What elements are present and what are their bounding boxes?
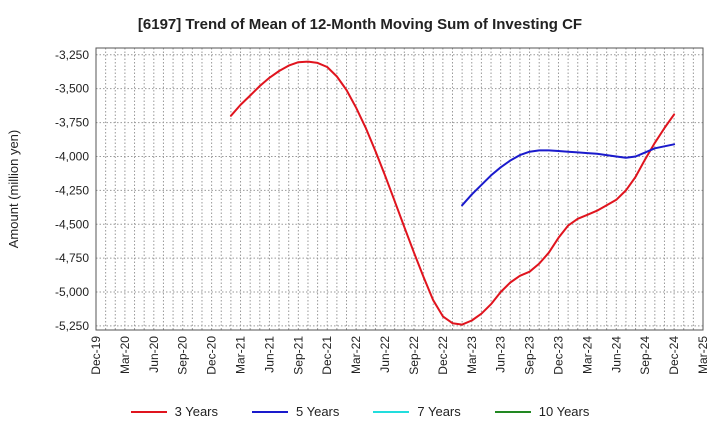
legend-label: 5 Years (296, 404, 340, 419)
x-tick-label: Jun-22 (378, 336, 392, 373)
legend-swatch (130, 410, 167, 413)
legend-label: 10 Years (538, 404, 590, 419)
y-axis-label: Amount (million yen) (6, 130, 21, 249)
y-tick-label: -5,000 (55, 285, 89, 299)
legend-swatch (494, 410, 531, 413)
x-tick-label: Mar-24 (580, 336, 594, 374)
legend-swatch (373, 410, 410, 413)
legend-label: 3 Years (174, 404, 218, 419)
x-tick-label: Jun-23 (494, 336, 508, 373)
y-tick-label: -4,750 (55, 251, 89, 265)
chart-title: [6197] Trend of Mean of 12-Month Moving … (137, 16, 583, 33)
x-tick-label: Dec-19 (89, 336, 103, 375)
legend-item: 3 Years (130, 404, 218, 419)
x-tick-label: Dec-23 (551, 336, 565, 375)
x-tick-label: Dec-22 (436, 336, 450, 375)
legend-item: 5 Years (252, 404, 339, 419)
y-tick-label: -5,250 (55, 319, 89, 333)
y-tick-label: -3,250 (55, 48, 89, 62)
y-tick-label: -4,000 (55, 149, 89, 163)
x-tick-label: Mar-21 (234, 336, 248, 374)
x-tick-label: Sep-20 (176, 336, 190, 375)
y-tick-label: -3,500 (55, 82, 89, 96)
y-tick-label: -4,500 (55, 217, 89, 231)
legend-item: 7 Years (373, 404, 461, 419)
series-lines (229, 60, 676, 326)
x-tick-label: Sep-24 (638, 336, 652, 375)
legend: 3 Years 5 Years 7 Years 10 Years (0, 404, 720, 419)
x-tick-label: Dec-24 (667, 336, 681, 375)
x-tick-label: Mar-23 (465, 336, 479, 374)
x-tick-label: Sep-23 (523, 336, 537, 375)
legend-item: 10 Years (494, 404, 590, 419)
grid (96, 48, 703, 330)
x-tick-label: Jun-20 (147, 336, 161, 373)
x-tick-label: Mar-20 (118, 336, 132, 374)
x-tick-label: Mar-25 (696, 336, 710, 374)
series-line-5-years (461, 143, 676, 207)
x-tick-label: Jun-24 (609, 336, 623, 373)
x-tick-label: Sep-22 (407, 336, 421, 375)
y-tick-label: -4,250 (55, 183, 89, 197)
x-tick-label: Jun-21 (262, 336, 276, 373)
x-tick-label: Mar-22 (349, 336, 363, 374)
x-tick-label: Sep-21 (291, 336, 305, 375)
plot-frame (95, 47, 704, 331)
x-tick-label: Dec-21 (320, 336, 334, 375)
plot-area (96, 48, 703, 330)
x-axis-ticks: Dec-19 Mar-20 Jun-20 Sep-20 Dec-20 Mar-21 Jun-… (89, 336, 710, 375)
legend-swatch (252, 410, 288, 413)
x-tick-label: Dec-20 (205, 336, 219, 375)
y-tick-label: -3,750 (55, 116, 89, 130)
y-axis-ticks: -3,250 -3,500 -3,750 -4,000 -4,250 -4,500 -4,7… (55, 48, 89, 333)
series-line-3-years (229, 60, 676, 326)
legend-label: 7 Years (417, 404, 461, 419)
